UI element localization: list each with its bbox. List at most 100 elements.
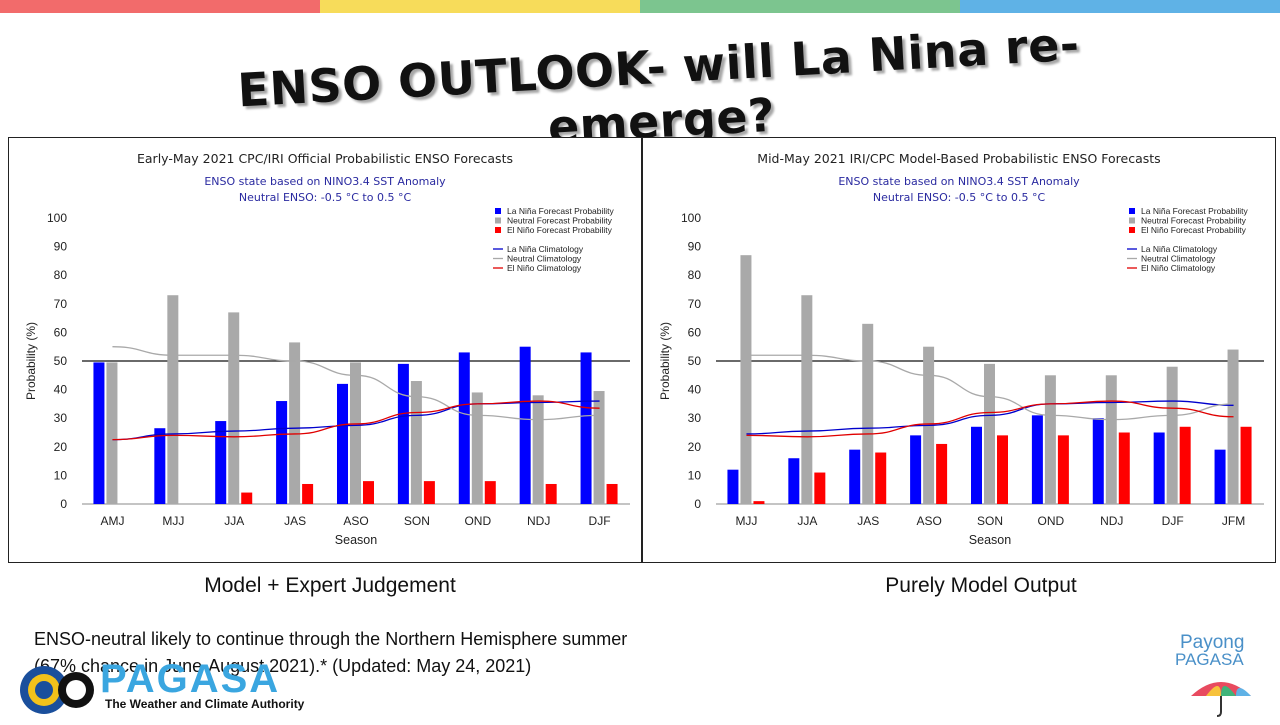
x-tick-label: ASO: [343, 514, 368, 528]
bar-a9a9a9-5: [1044, 375, 1056, 504]
pagasa-wordmark: PAGASA: [100, 657, 281, 701]
y-tick-label: 70: [688, 297, 702, 311]
y-tick-label: 0: [60, 497, 67, 511]
y-tick-label: 50: [54, 354, 68, 368]
y-tick-label: 60: [688, 325, 702, 339]
bar-a9a9a9-1: [801, 295, 813, 504]
bar-a9a9a9-7: [532, 395, 544, 504]
legend-clim-label-1: Neutral Climatology: [507, 254, 582, 264]
x-tick-label: SON: [404, 514, 430, 528]
top-bar-yellow: [320, 0, 640, 13]
y-tick-label: 80: [54, 268, 68, 282]
caption-left: Model + Expert Judgement: [204, 574, 456, 597]
note-line-2: (67% chance in June-August 2021).* (Upda…: [34, 656, 532, 676]
bar-a9a9a9-0: [106, 362, 118, 504]
legend-label-1: Neutral Forecast Probability: [507, 216, 613, 226]
bar-0000ff-8: [1214, 449, 1226, 504]
chart-subtitle-1: Neutral ENSO: -0.5 °C to 0.5 °C: [873, 191, 1046, 204]
chart-panel-left: Early-May 2021 CPC/IRI Official Probabil…: [8, 137, 642, 563]
y-tick-label: 40: [54, 383, 68, 397]
bar-ff0000-3: [302, 483, 314, 504]
bar-0000ff-4: [337, 383, 348, 504]
top-bar-blue: [960, 0, 1280, 13]
bar-a9a9a9-4: [984, 363, 995, 504]
x-tick-label: NDJ: [1100, 514, 1123, 528]
bar-0000ff-2: [215, 421, 227, 504]
x-tick-label: MJJ: [735, 514, 757, 528]
legend-label-2: El Niño Forecast Probability: [1141, 225, 1247, 235]
y-tick-label: 90: [54, 240, 68, 254]
x-tick-label: NDJ: [527, 514, 550, 528]
umbrella-icon: [1191, 682, 1251, 717]
y-tick-label: 30: [54, 411, 68, 425]
legend-label-0: La Niña Forecast Probability: [1141, 206, 1249, 216]
climatology-line-1: [112, 346, 600, 421]
y-tick-label: 70: [54, 297, 68, 311]
chart-left: Early-May 2021 CPC/IRI Official Probabil…: [24, 151, 630, 547]
bar-a9a9a9-4: [350, 362, 361, 504]
bar-0000ff-5: [1031, 415, 1043, 504]
legend-label-1: Neutral Forecast Probability: [1141, 216, 1247, 226]
y-tick-label: 90: [688, 240, 702, 254]
bar-ff0000-0: [753, 501, 765, 504]
bar-a9a9a9-6: [1105, 375, 1117, 504]
x-axis-label: Season: [335, 533, 377, 547]
x-tick-label: DJF: [589, 514, 611, 528]
legend-clim-label-2: El Niño Climatology: [1141, 263, 1216, 273]
bar-a9a9a9-3: [289, 342, 301, 504]
y-tick-label: 20: [54, 440, 68, 454]
bar-0000ff-0: [93, 362, 105, 504]
legend-clim-label-1: Neutral Climatology: [1141, 254, 1216, 264]
y-tick-label: 10: [54, 468, 68, 482]
y-tick-label: 100: [681, 211, 701, 225]
x-axis-label: Season: [969, 533, 1011, 547]
bar-0000ff-4: [971, 426, 982, 504]
x-tick-label: AMJ: [100, 514, 124, 528]
top-bar-red: [0, 0, 320, 13]
bar-a9a9a9-1: [167, 295, 179, 504]
y-tick-label: 50: [688, 354, 702, 368]
bar-0000ff-5: [397, 363, 409, 504]
bar-a9a9a9-8: [593, 391, 605, 504]
bar-0000ff-7: [519, 346, 531, 504]
y-tick-label: 40: [688, 383, 702, 397]
bar-a9a9a9-0: [740, 255, 752, 504]
x-tick-label: JJA: [224, 514, 244, 528]
bar-a9a9a9-2: [862, 323, 874, 504]
bar-0000ff-6: [458, 352, 470, 504]
x-tick-label: OND: [1038, 514, 1065, 528]
x-tick-label: MJJ: [162, 514, 184, 528]
bar-ff0000-7: [545, 483, 557, 504]
legend-swatch-0: [495, 208, 501, 214]
bar-0000ff-7: [1153, 432, 1165, 504]
bar-ff0000-4: [363, 481, 374, 504]
bar-a9a9a9-5: [410, 381, 422, 504]
y-tick-label: 80: [688, 268, 702, 282]
bar-ff0000-6: [1118, 432, 1130, 504]
climatology-line-0: [112, 400, 600, 441]
bar-ff0000-6: [484, 481, 496, 504]
payong-logo-line2: PAGASA: [1175, 650, 1244, 669]
y-axis-label: Probability (%): [24, 322, 38, 400]
bar-a9a9a9-6: [471, 392, 483, 504]
y-tick-label: 100: [47, 211, 67, 225]
climatology-line-2: [746, 400, 1234, 438]
chart-subtitle-0: ENSO state based on NINO3.4 SST Anomaly: [204, 175, 446, 188]
bar-ff0000-8: [1240, 426, 1252, 504]
legend-swatch-1: [1129, 217, 1135, 224]
bar-0000ff-8: [580, 352, 592, 504]
x-tick-label: SON: [977, 514, 1003, 528]
chart-title: Mid-May 2021 IRI/CPC Model-Based Probabi…: [757, 151, 1160, 166]
bar-ff0000-7: [1179, 426, 1191, 504]
x-tick-label: JAS: [857, 514, 879, 528]
climatology-line-1: [746, 354, 1234, 421]
chart-subtitle-1: Neutral ENSO: -0.5 °C to 0.5 °C: [239, 191, 412, 204]
top-color-bar: [0, 0, 1280, 13]
bar-a9a9a9-7: [1166, 366, 1178, 504]
x-tick-label: JAS: [284, 514, 306, 528]
y-tick-label: 30: [688, 411, 702, 425]
chart-subtitle-0: ENSO state based on NINO3.4 SST Anomaly: [838, 175, 1080, 188]
bar-0000ff-0: [727, 469, 739, 504]
legend-clim-label-0: La Niña Climatology: [507, 244, 584, 254]
note-line-1: ENSO-neutral likely to continue through …: [34, 629, 628, 649]
